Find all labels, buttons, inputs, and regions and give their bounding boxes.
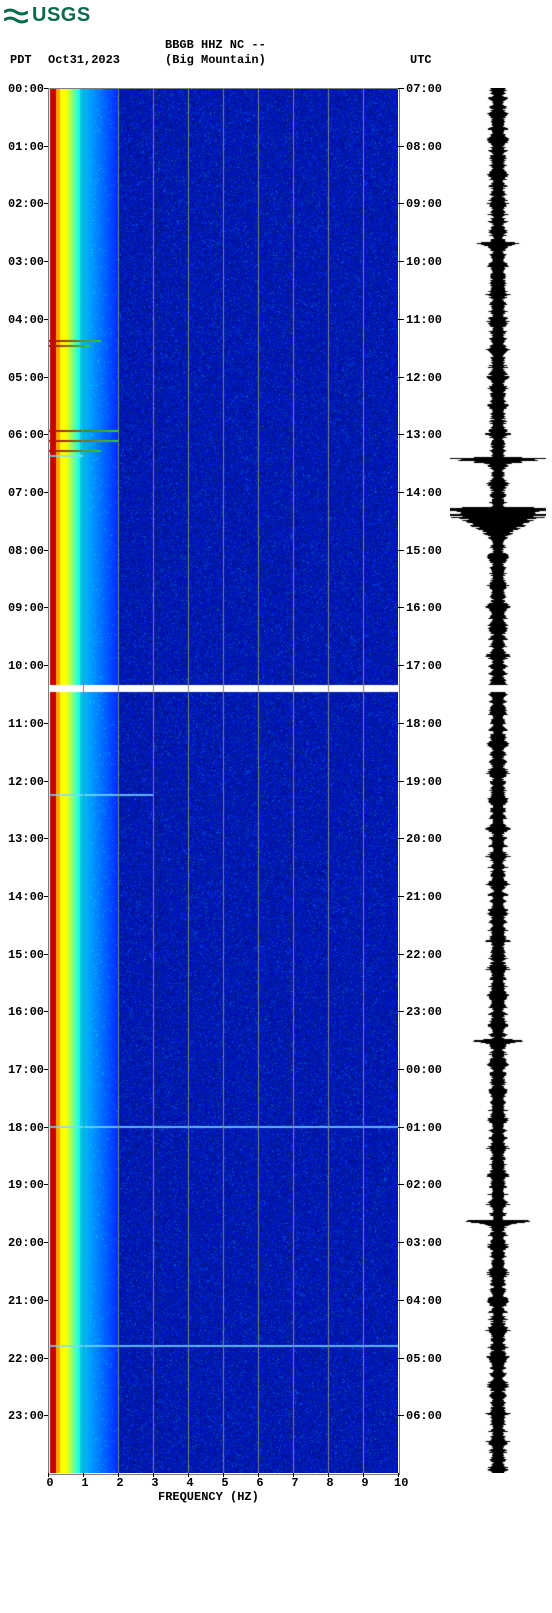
right-time-tick: 23:00 xyxy=(406,1005,444,1019)
right-time-tick: 08:00 xyxy=(406,140,444,154)
left-time-tick: 18:00 xyxy=(6,1121,44,1135)
right-time-tick: 11:00 xyxy=(406,313,444,327)
left-time-tick: 19:00 xyxy=(6,1178,44,1192)
left-time-tick: 04:00 xyxy=(6,313,44,327)
usgs-logo-text: USGS xyxy=(32,4,91,27)
left-time-tick: 01:00 xyxy=(6,140,44,154)
left-time-tick: 13:00 xyxy=(6,832,44,846)
frequency-tick: 0 xyxy=(44,1476,56,1490)
left-time-tick: 15:00 xyxy=(6,948,44,962)
frequency-tick: 2 xyxy=(114,1476,126,1490)
right-time-tick: 16:00 xyxy=(406,601,444,615)
right-time-tick: 18:00 xyxy=(406,717,444,731)
left-tz-label: PDT xyxy=(10,53,32,67)
right-time-tick: 02:00 xyxy=(406,1178,444,1192)
frequency-tick: 9 xyxy=(359,1476,371,1490)
right-time-tick: 12:00 xyxy=(406,371,444,385)
right-time-tick: 09:00 xyxy=(406,197,444,211)
right-time-tick: 14:00 xyxy=(406,486,444,500)
x-axis-label: FREQUENCY (HZ) xyxy=(158,1490,259,1504)
left-time-tick: 05:00 xyxy=(6,371,44,385)
frequency-tick: 10 xyxy=(394,1476,406,1490)
date-label: Oct31,2023 xyxy=(48,53,120,67)
left-time-tick: 11:00 xyxy=(6,717,44,731)
right-time-tick: 00:00 xyxy=(406,1063,444,1077)
right-time-tick: 20:00 xyxy=(406,832,444,846)
right-time-tick: 10:00 xyxy=(406,255,444,269)
frequency-tick: 8 xyxy=(324,1476,336,1490)
usgs-logo: USGS xyxy=(4,4,91,27)
frequency-tick: 5 xyxy=(219,1476,231,1490)
right-time-tick: 19:00 xyxy=(406,775,444,789)
right-time-tick: 21:00 xyxy=(406,890,444,904)
right-time-tick: 17:00 xyxy=(406,659,444,673)
left-time-tick: 14:00 xyxy=(6,890,44,904)
left-time-tick: 07:00 xyxy=(6,486,44,500)
frequency-tick: 6 xyxy=(254,1476,266,1490)
right-time-tick: 03:00 xyxy=(406,1236,444,1250)
station-name: (Big Mountain) xyxy=(165,53,266,67)
right-time-tick: 04:00 xyxy=(406,1294,444,1308)
frequency-tick: 4 xyxy=(184,1476,196,1490)
left-time-tick: 08:00 xyxy=(6,544,44,558)
left-time-tick: 21:00 xyxy=(6,1294,44,1308)
right-time-tick: 06:00 xyxy=(406,1409,444,1423)
left-time-tick: 06:00 xyxy=(6,428,44,442)
right-time-tick: 05:00 xyxy=(406,1352,444,1366)
left-time-tick: 22:00 xyxy=(6,1352,44,1366)
left-time-tick: 20:00 xyxy=(6,1236,44,1250)
right-time-tick: 01:00 xyxy=(406,1121,444,1135)
spectrogram-frame xyxy=(48,88,400,1475)
frequency-tick: 1 xyxy=(79,1476,91,1490)
left-time-tick: 09:00 xyxy=(6,601,44,615)
left-time-tick: 10:00 xyxy=(6,659,44,673)
station-code: BBGB HHZ NC -- xyxy=(165,38,266,52)
left-time-tick: 00:00 xyxy=(6,82,44,96)
right-time-tick: 13:00 xyxy=(406,428,444,442)
frequency-tick: 3 xyxy=(149,1476,161,1490)
right-time-tick: 15:00 xyxy=(406,544,444,558)
left-time-tick: 02:00 xyxy=(6,197,44,211)
left-time-tick: 23:00 xyxy=(6,1409,44,1423)
left-time-tick: 16:00 xyxy=(6,1005,44,1019)
waveform-plot xyxy=(450,88,546,1473)
left-time-tick: 03:00 xyxy=(6,255,44,269)
right-time-tick: 07:00 xyxy=(406,82,444,96)
left-time-tick: 12:00 xyxy=(6,775,44,789)
right-time-tick: 22:00 xyxy=(406,948,444,962)
right-tz-label: UTC xyxy=(410,53,432,67)
frequency-tick: 7 xyxy=(289,1476,301,1490)
left-time-tick: 17:00 xyxy=(6,1063,44,1077)
